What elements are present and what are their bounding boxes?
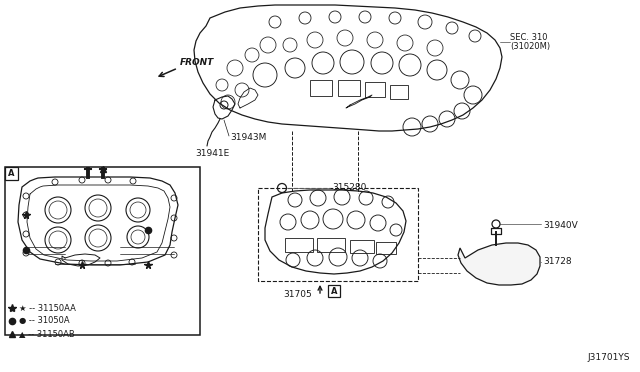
- Text: 31940V: 31940V: [543, 221, 578, 230]
- Text: J31701YS: J31701YS: [588, 353, 630, 362]
- Text: 31943M: 31943M: [230, 134, 266, 142]
- Text: 31705: 31705: [284, 290, 312, 299]
- Bar: [365, 82, 385, 97]
- Text: ● -- 31050A: ● -- 31050A: [19, 317, 70, 326]
- Text: SEC. 310: SEC. 310: [510, 33, 547, 42]
- Text: 31728: 31728: [543, 257, 572, 266]
- Text: 315280: 315280: [332, 183, 366, 192]
- Bar: [5, 167, 200, 335]
- Text: A: A: [331, 286, 337, 295]
- Text: ★ -- 31150AA: ★ -- 31150AA: [19, 304, 76, 312]
- Bar: [350, 240, 374, 253]
- Polygon shape: [458, 243, 540, 285]
- Bar: [285, 238, 313, 252]
- Text: A: A: [8, 169, 15, 178]
- Bar: [5, 167, 18, 180]
- Bar: [328, 285, 340, 297]
- Bar: [390, 85, 408, 99]
- Text: 31941E: 31941E: [195, 148, 229, 157]
- Bar: [258, 188, 418, 281]
- Text: FRONT: FRONT: [180, 58, 214, 67]
- Bar: [376, 242, 396, 254]
- Bar: [338, 80, 360, 96]
- Text: ▲ -- 31150AB: ▲ -- 31150AB: [19, 330, 75, 339]
- Text: (31020M): (31020M): [510, 42, 550, 51]
- Bar: [310, 80, 332, 96]
- Bar: [317, 238, 345, 252]
